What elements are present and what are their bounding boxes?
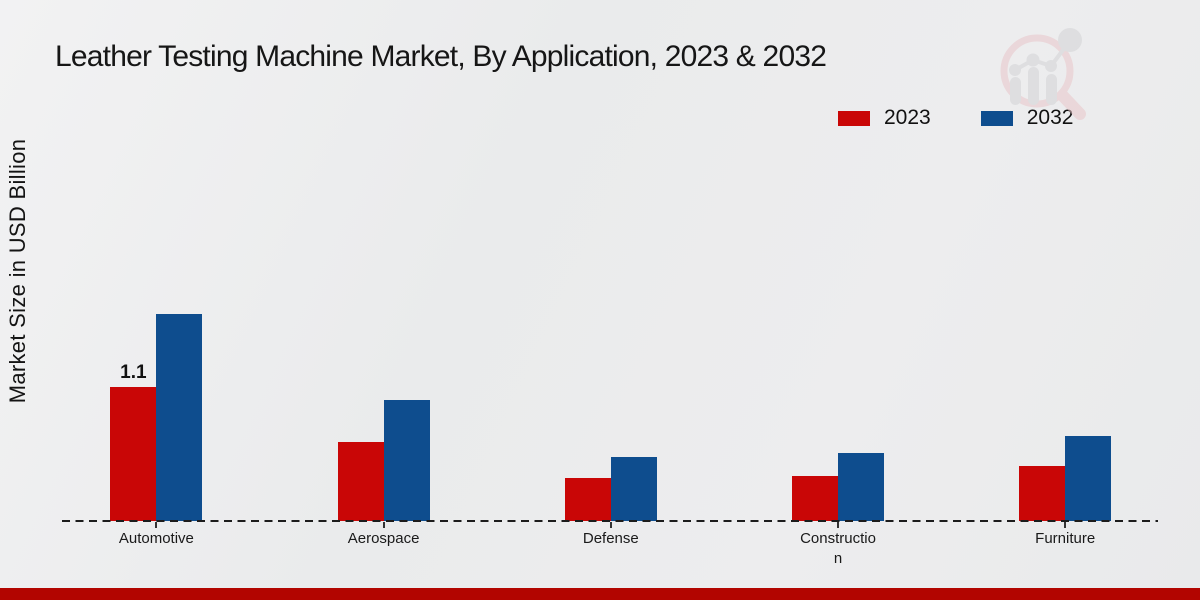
bar-2023-aerospace <box>337 442 384 521</box>
bar-2023-defense <box>564 478 611 521</box>
bar-2032-construction <box>838 452 884 521</box>
legend-item-2023: 2023 <box>838 106 931 130</box>
x-tick-label-automotive: Automotive <box>118 530 194 547</box>
axis-tick <box>382 522 385 528</box>
x-tick-label-defense: Defense <box>582 530 639 547</box>
chart-title: Leather Testing Machine Market, By Appli… <box>55 40 827 73</box>
bar-2023-construction <box>792 476 838 521</box>
legend: 2023 2032 <box>838 106 1073 130</box>
axis-tick <box>837 522 839 528</box>
legend-label-2032: 2032 <box>1026 106 1074 129</box>
data-label-2023-automotive: 1.1 <box>120 362 147 384</box>
bar-2032-automotive <box>156 314 203 521</box>
axis-tick <box>1064 522 1067 528</box>
bar-2032-defense <box>610 456 657 521</box>
bar-2032-aerospace <box>383 399 430 521</box>
x-tick-label-construction: Constructio n <box>800 530 876 568</box>
x-axis-line <box>62 520 1158 522</box>
bar-2032-furniture <box>1065 435 1112 521</box>
bottom-accent-bar <box>0 588 1200 600</box>
legend-swatch-2032-icon <box>980 110 1013 126</box>
bar-2023-furniture <box>1019 466 1066 521</box>
axis-tick <box>609 522 612 528</box>
legend-swatch-2023-icon <box>838 110 870 126</box>
legend-label-2023: 2023 <box>884 106 931 129</box>
x-tick-label-furniture: Furniture <box>1035 530 1096 547</box>
bar-2023-automotive <box>110 387 157 521</box>
legend-item-2032: 2032 <box>980 106 1074 130</box>
brand-watermark-icon <box>1000 28 1086 120</box>
axis-tick <box>155 522 158 528</box>
x-tick-label-aerospace: Aerospace <box>347 530 420 547</box>
